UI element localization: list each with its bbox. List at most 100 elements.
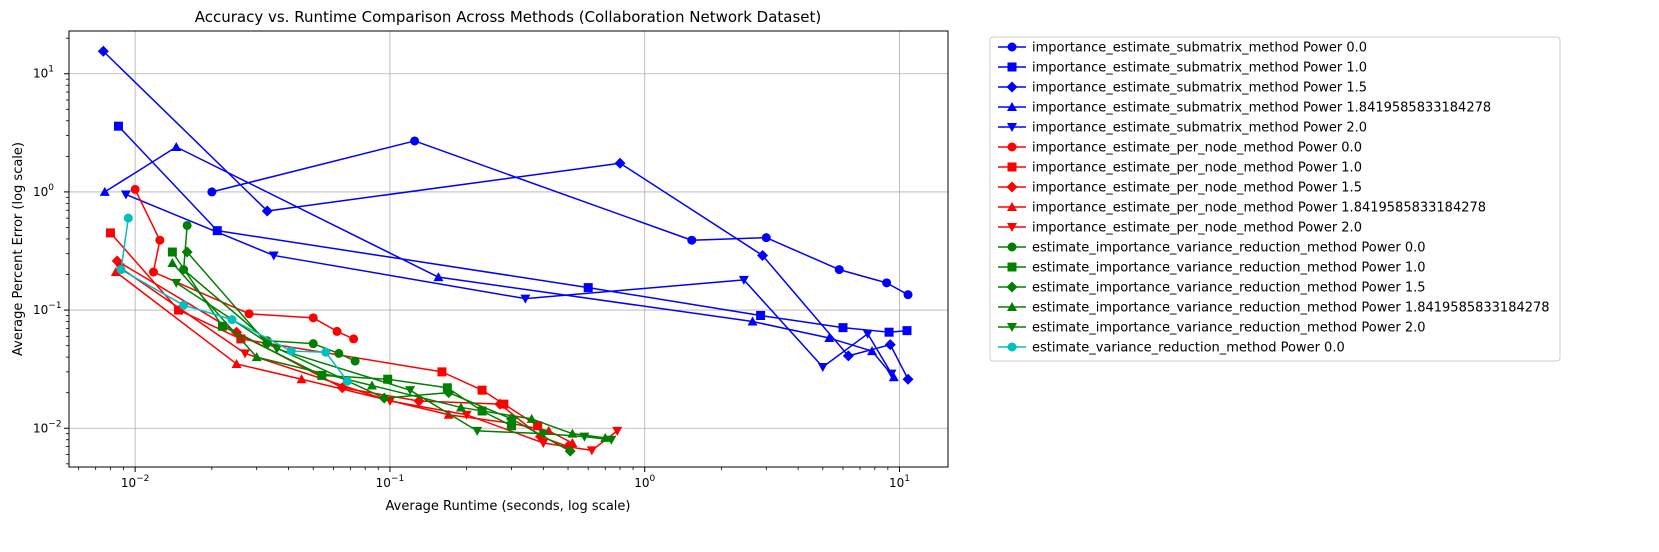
- legend: importance_estimate_submatrix_method Pow…: [989, 36, 1561, 362]
- legend-label: importance_estimate_submatrix_method Pow…: [1032, 61, 1367, 76]
- data-point: [231, 358, 242, 368]
- legend-item: importance_estimate_per_node_method Powe…: [998, 181, 1362, 196]
- data-point: [882, 278, 892, 288]
- data-point: [437, 367, 447, 377]
- data-point: [687, 235, 697, 245]
- data-point: [155, 235, 165, 245]
- data-point: [321, 347, 331, 357]
- data-point: [817, 362, 828, 372]
- chart-title: Accuracy vs. Runtime Comparison Across M…: [195, 8, 822, 26]
- legend-label: importance_estimate_submatrix_method Pow…: [1032, 121, 1367, 136]
- data-point: [586, 446, 597, 456]
- legend-label: importance_estimate_per_node_method Powe…: [1032, 221, 1362, 236]
- data-point: [862, 329, 873, 339]
- data-point: [477, 385, 487, 395]
- data-point: [761, 233, 771, 243]
- legend-item: importance_estimate_per_node_method Powe…: [998, 141, 1362, 156]
- data-point: [505, 413, 517, 425]
- data-point: [308, 339, 318, 349]
- legend-item: estimate_importance_variance_reduction_m…: [998, 261, 1426, 276]
- legend-swatch-marker: [1007, 323, 1017, 332]
- series-4: [120, 190, 897, 379]
- data-point: [838, 323, 848, 333]
- legend-item: importance_estimate_per_node_method Powe…: [998, 201, 1486, 216]
- series-1: [113, 121, 912, 337]
- legend-frame: [989, 36, 1561, 362]
- data-point: [240, 349, 251, 359]
- data-point: [308, 313, 318, 323]
- y-tick-label: 10−1: [33, 301, 62, 317]
- legend-label: estimate_variance_reduction_method Power…: [1032, 341, 1345, 356]
- legend-item: estimate_importance_variance_reduction_m…: [998, 301, 1550, 316]
- legend-swatch-marker: [1006, 81, 1018, 93]
- y-tick-label: 10−2: [33, 419, 62, 435]
- data-point: [120, 190, 131, 200]
- data-point: [286, 346, 296, 356]
- data-point: [217, 321, 227, 331]
- data-point: [538, 429, 549, 439]
- data-point: [207, 187, 217, 197]
- legend-swatch-marker: [1007, 342, 1017, 352]
- legend-label: importance_estimate_per_node_method Powe…: [1032, 181, 1362, 196]
- legend-label: estimate_importance_variance_reduction_m…: [1032, 321, 1426, 336]
- legend-label: estimate_importance_variance_reduction_m…: [1032, 301, 1550, 316]
- data-point: [494, 398, 506, 410]
- series-5: [130, 184, 359, 344]
- data-point: [179, 300, 189, 310]
- series-12: [181, 246, 576, 457]
- data-point: [612, 426, 623, 436]
- data-point: [526, 413, 537, 423]
- legend-swatch-marker: [1006, 281, 1018, 293]
- data-point: [614, 157, 626, 169]
- legend-label: importance_estimate_submatrix_method Pow…: [1032, 81, 1367, 96]
- data-point: [443, 387, 455, 399]
- data-point: [182, 220, 192, 230]
- data-point: [383, 374, 393, 384]
- data-point: [332, 326, 342, 336]
- plot-frame: [68, 30, 949, 468]
- data-point: [884, 327, 894, 337]
- legend-swatch-marker: [1007, 142, 1017, 152]
- legend-item: estimate_importance_variance_reduction_m…: [998, 321, 1426, 336]
- legend-swatch-marker: [1007, 302, 1017, 311]
- data-point: [113, 121, 123, 131]
- series-2: [97, 45, 914, 385]
- legend-swatch-marker: [1007, 242, 1017, 252]
- legend-item: importance_estimate_submatrix_method Pow…: [998, 121, 1367, 136]
- data-point: [148, 267, 158, 277]
- legend-swatch-marker: [1007, 102, 1017, 111]
- data-point: [405, 386, 416, 396]
- legend-item: estimate_importance_variance_reduction_m…: [998, 241, 1426, 256]
- legend-swatch-marker: [1007, 223, 1017, 232]
- data-point: [538, 439, 549, 449]
- legend-label: estimate_importance_variance_reduction_m…: [1032, 281, 1426, 296]
- data-point: [520, 294, 531, 304]
- x-tick-label: 101: [889, 474, 910, 490]
- data-point: [366, 380, 377, 390]
- data-point: [884, 339, 896, 351]
- legend-swatch-marker: [1007, 62, 1017, 72]
- grid-layer: [69, 31, 948, 467]
- legend-label: importance_estimate_submatrix_method Pow…: [1032, 101, 1491, 116]
- data-point: [472, 426, 483, 436]
- legend-item: estimate_importance_variance_reduction_m…: [998, 281, 1426, 296]
- legend-item: importance_estimate_submatrix_method Pow…: [998, 81, 1367, 96]
- data-point: [244, 309, 254, 319]
- data-point: [888, 372, 899, 382]
- legend-label: importance_estimate_per_node_method Powe…: [1032, 201, 1486, 216]
- data-point: [99, 186, 110, 196]
- series-3: [99, 141, 899, 382]
- data-point: [181, 246, 193, 258]
- data-point: [579, 432, 590, 442]
- data-point: [349, 334, 359, 344]
- data-point: [261, 205, 273, 217]
- legend-swatch-marker: [1006, 181, 1018, 193]
- data-point: [271, 344, 282, 354]
- data-point: [334, 348, 344, 358]
- data-point: [130, 184, 140, 194]
- legend-label: estimate_importance_variance_reduction_m…: [1032, 261, 1426, 276]
- legend-item: importance_estimate_per_node_method Powe…: [998, 161, 1362, 176]
- data-point: [506, 421, 516, 431]
- legend-label: importance_estimate_per_node_method Powe…: [1032, 161, 1362, 176]
